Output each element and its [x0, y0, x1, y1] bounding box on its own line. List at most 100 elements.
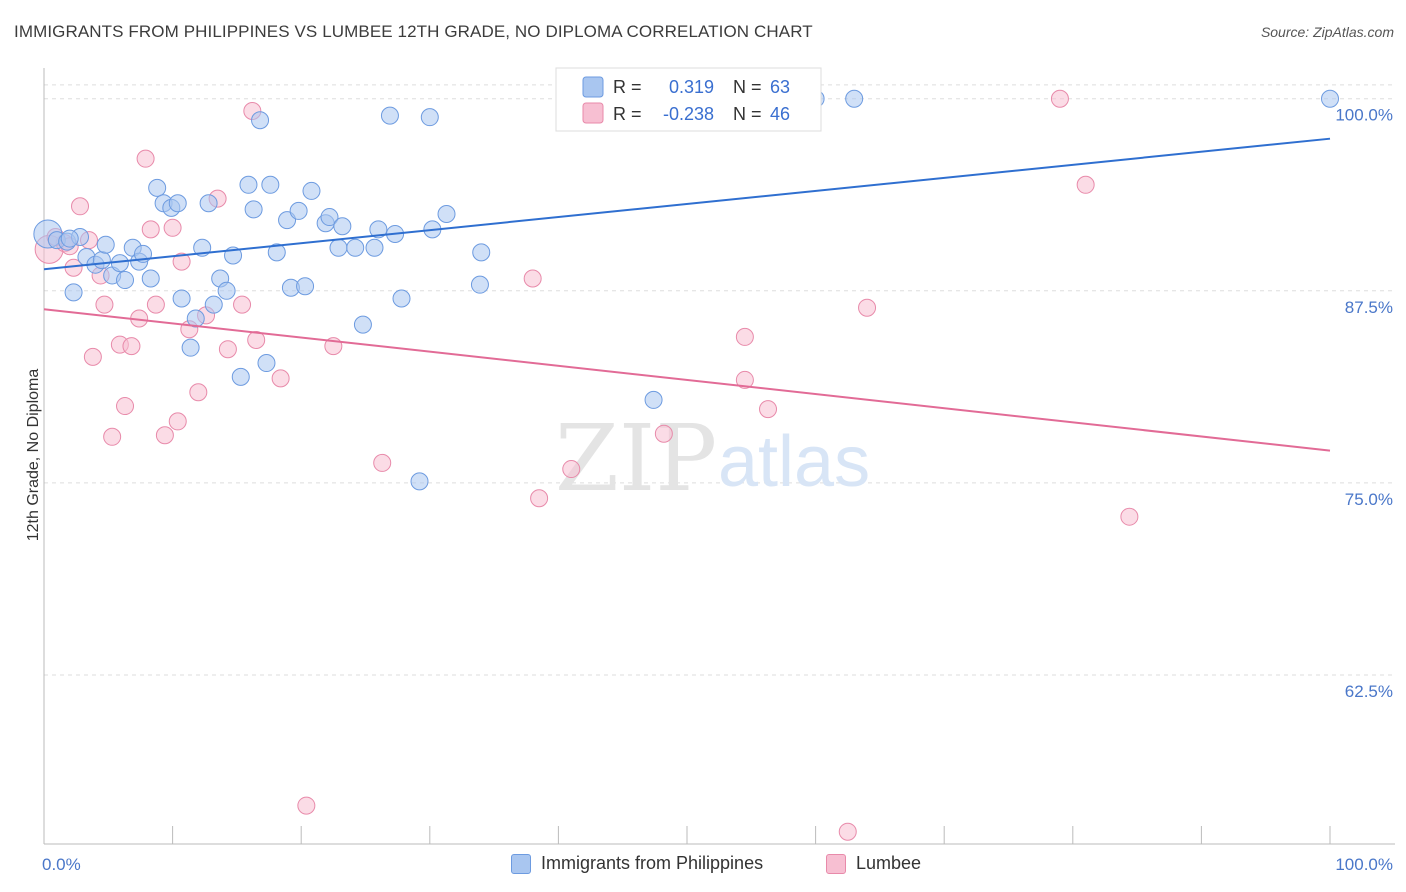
- point-philippines-16: [148, 178, 167, 197]
- point-philippines-32: [251, 111, 270, 130]
- point-philippines-19: [168, 194, 187, 213]
- point-philippines-25: [204, 295, 223, 314]
- point-philippines-34: [261, 175, 280, 194]
- point-lumbee-15: [146, 295, 165, 314]
- point-philippines-24: [199, 194, 218, 213]
- y-axis-title: 12th Grade, No Diploma: [25, 369, 42, 542]
- watermark-zip: ZIP: [555, 405, 717, 512]
- x-tick-label-1: 100.0%: [1335, 855, 1393, 874]
- point-philippines-7: [92, 251, 111, 270]
- point-lumbee-43: [1120, 507, 1139, 526]
- y-tick-label-3: 62.5%: [1345, 682, 1393, 701]
- point-philippines-8: [96, 235, 115, 254]
- point-philippines-47: [365, 238, 384, 257]
- point-philippines-52: [437, 204, 456, 223]
- point-lumbee-38: [759, 400, 778, 419]
- point-philippines-57: [410, 472, 429, 491]
- point-philippines-53: [472, 243, 491, 262]
- point-lumbee-41: [1050, 89, 1069, 108]
- point-philippines-45: [346, 238, 365, 257]
- point-lumbee-3: [71, 197, 90, 216]
- point-philippines-44: [333, 217, 352, 236]
- point-lumbee-18: [168, 412, 187, 431]
- point-lumbee-19: [172, 252, 191, 271]
- point-philippines-61: [1321, 89, 1339, 108]
- legend-label-lumbee: Lumbee: [856, 853, 922, 873]
- point-lumbee-16: [155, 426, 174, 445]
- point-lumbee-40: [838, 822, 857, 841]
- point-lumbee-27: [247, 330, 266, 349]
- legend-swatch-pink: [582, 102, 604, 124]
- point-philippines-60: [845, 89, 864, 108]
- point-philippines-20: [172, 289, 191, 308]
- point-philippines-31: [244, 200, 263, 219]
- legend-n-label-1: N =: [733, 77, 762, 97]
- point-philippines-38: [289, 201, 308, 220]
- legend-n-label-2: N =: [733, 104, 762, 124]
- y-tick-label-1: 87.5%: [1345, 298, 1393, 317]
- legend-n-value-1: 63: [770, 77, 790, 97]
- trendline-lumbee: [43, 308, 1331, 452]
- watermark-atlas: atlas: [718, 422, 870, 502]
- point-lumbee-14: [141, 220, 160, 239]
- series-legend: Immigrants from Philippines Lumbee: [0, 850, 1406, 880]
- point-lumbee-7: [95, 295, 114, 314]
- point-philippines-43: [329, 238, 348, 257]
- point-philippines-30: [239, 175, 258, 194]
- legend-item-lumbee[interactable]: Lumbee: [826, 853, 921, 874]
- point-lumbee-10: [116, 397, 135, 416]
- point-philippines-50: [392, 289, 411, 308]
- legend-swatch-lumbee: [826, 853, 846, 874]
- point-lumbee-33: [530, 489, 549, 508]
- legend-label-philippines: Immigrants from Philippines: [541, 853, 764, 873]
- point-philippines-56: [420, 108, 439, 127]
- y-tick-label-0: 100.0%: [1335, 106, 1393, 125]
- point-philippines-29: [231, 367, 250, 386]
- point-philippines-27: [217, 281, 236, 300]
- point-lumbee-5: [83, 347, 102, 366]
- legend-r-label-2: R =: [613, 104, 642, 124]
- point-lumbee-17: [163, 218, 182, 237]
- chart-title: IMMIGRANTS FROM PHILIPPINES VS LUMBEE 12…: [14, 22, 813, 41]
- legend-r-value-2: -0.238: [663, 104, 714, 124]
- point-philippines-3: [64, 283, 83, 302]
- point-lumbee-8: [103, 427, 122, 446]
- legend-swatch-blue: [582, 76, 604, 98]
- point-philippines-35: [267, 243, 286, 262]
- point-philippines-22: [186, 309, 205, 328]
- point-philippines-40: [302, 181, 321, 200]
- point-philippines-33: [257, 354, 276, 373]
- point-philippines-11: [116, 271, 135, 290]
- point-philippines-15: [141, 269, 160, 288]
- point-philippines-54: [470, 275, 489, 294]
- point-lumbee-25: [233, 295, 252, 314]
- point-philippines-62: [60, 229, 79, 248]
- point-lumbee-35: [654, 424, 673, 443]
- point-lumbee-11: [122, 337, 141, 356]
- axes: [43, 68, 1395, 845]
- x-tick-label-0: 0.0%: [42, 855, 81, 874]
- point-lumbee-24: [218, 340, 237, 359]
- point-lumbee-31: [373, 453, 392, 472]
- y-tick-labels: 100.0% 87.5% 75.0% 62.5%: [1335, 106, 1393, 701]
- point-philippines-21: [181, 338, 200, 357]
- point-lumbee-32: [523, 269, 542, 288]
- legend-n-value-2: 46: [770, 104, 790, 124]
- correlation-legend: R = 0.319 N = 63 R = -0.238 N = 46: [555, 67, 822, 132]
- point-lumbee-29: [297, 796, 316, 815]
- point-philippines-42: [320, 208, 339, 227]
- legend-swatch-philippines: [511, 853, 531, 874]
- trendline-philippines: [43, 137, 1331, 271]
- source-credit: Source: ZipAtlas.com: [1260, 24, 1394, 40]
- point-philippines-48: [369, 220, 388, 239]
- point-lumbee-42: [1076, 175, 1095, 194]
- trendlines: [43, 137, 1331, 452]
- x-tick-labels: 0.0% 100.0%: [42, 855, 1393, 874]
- series-philippines-points: [33, 89, 1339, 491]
- point-lumbee-21: [189, 383, 208, 402]
- legend-r-value-1: 0.319: [669, 77, 714, 97]
- legend-item-philippines[interactable]: Immigrants from Philippines: [511, 853, 763, 874]
- point-lumbee-39: [858, 298, 877, 317]
- legend-r-label-1: R =: [613, 77, 642, 97]
